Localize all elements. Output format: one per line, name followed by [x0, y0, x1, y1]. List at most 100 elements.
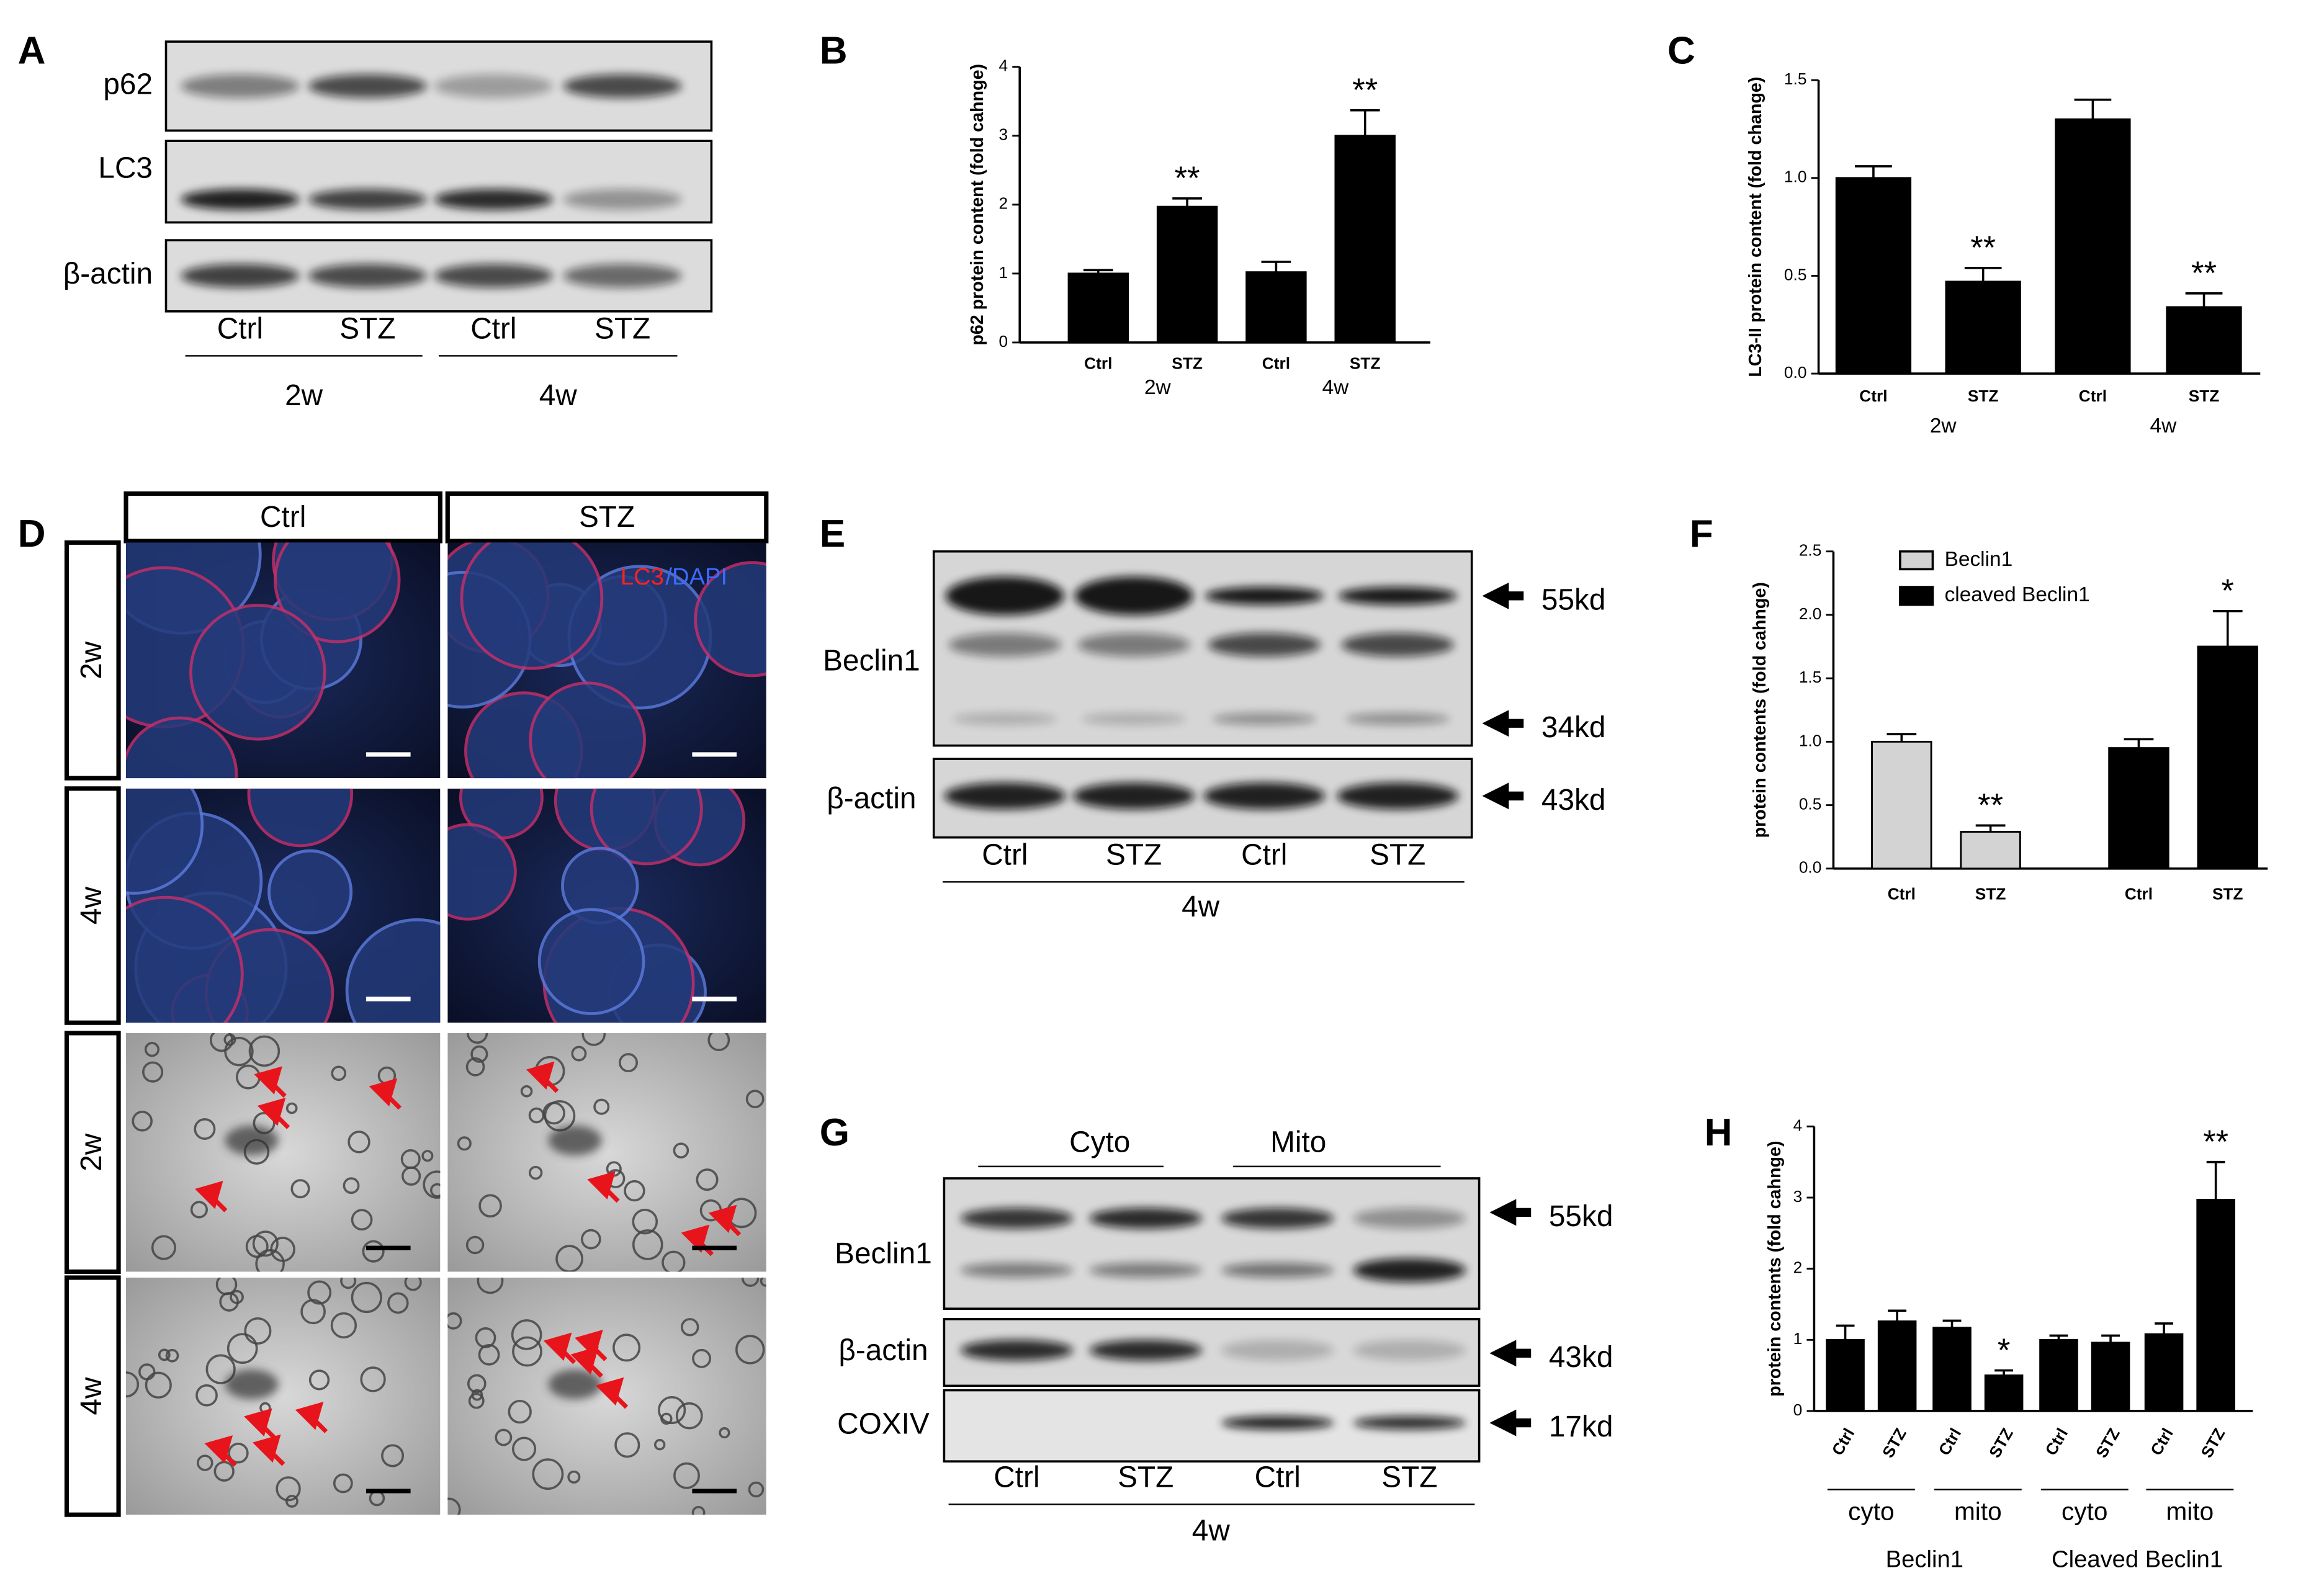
vesicle [478, 1343, 500, 1366]
vesicle [614, 1432, 640, 1458]
vesicle [194, 1118, 216, 1140]
panel-label: A [18, 30, 46, 73]
blot-band [1074, 576, 1193, 616]
error-bar [2185, 292, 2223, 307]
lane-label: Ctrl [994, 1461, 1039, 1494]
blot-band [1353, 1258, 1466, 1283]
error-bar [1350, 109, 1380, 136]
micrograph-content [126, 788, 441, 1023]
subgroup-label: cyto [2062, 1497, 2107, 1525]
row-label: 2w [75, 641, 108, 679]
vesicle [276, 1476, 301, 1502]
vesicle [735, 1335, 765, 1364]
y-tick-label: 2.0 [1799, 604, 1822, 623]
vesicle [340, 1278, 357, 1289]
vesicle [495, 1428, 513, 1446]
blot-band [945, 576, 1064, 616]
x-tick-label: STZ [1975, 885, 2006, 903]
vesicle [285, 1102, 298, 1114]
error-bar [2074, 98, 2112, 120]
y-axis-label: protein contents (fold cahnge) [1750, 582, 1770, 838]
lane-label: STZ [339, 312, 395, 345]
bar [2197, 645, 2258, 870]
x-tick-label: Ctrl [1888, 885, 1916, 903]
panel-label: D [18, 513, 46, 555]
x-tick-label: STZ [2092, 1425, 2124, 1461]
bar [1156, 205, 1218, 344]
bar [2108, 747, 2169, 870]
vesicle [223, 1033, 236, 1046]
panel-label: E [820, 513, 845, 555]
x-tick-label: Ctrl [1859, 387, 1887, 405]
y-tick-label: 0.5 [1799, 795, 1822, 813]
x-tick-label: STZ [1968, 387, 1999, 405]
y-tick-label: 0 [998, 332, 1008, 351]
marker-label: 34kd [1541, 711, 1606, 744]
y-tick-label: 1 [998, 263, 1008, 282]
vesicle [512, 1336, 542, 1367]
lane-label: STZ [1106, 838, 1162, 871]
marker-label: 17kd [1549, 1410, 1613, 1443]
bar [2039, 1338, 2078, 1412]
lane-label: Ctrl [470, 312, 516, 345]
blot-band [1337, 782, 1459, 810]
x-tick-label: Ctrl [2079, 387, 2107, 405]
tubule [126, 895, 244, 1023]
micrograph-bg [126, 1278, 441, 1515]
vesicle [624, 1180, 645, 1202]
vesicle [252, 1230, 279, 1257]
significance-label: * [1998, 1332, 2010, 1369]
error-bar [2101, 1334, 2120, 1343]
blot-band [1341, 633, 1455, 657]
vesicle [190, 1201, 208, 1219]
significance-label: * [2222, 573, 2234, 609]
tubule [126, 716, 238, 779]
blot-band [960, 1263, 1074, 1278]
red-arrow [575, 1330, 608, 1361]
vesicle [255, 1249, 285, 1272]
vesicle [653, 1439, 666, 1451]
x-tick-label: Ctrl [2147, 1425, 2177, 1458]
blot-band [960, 1340, 1074, 1361]
lane-label: Ctrl [1241, 838, 1287, 871]
x-tick-label: STZ [2197, 1425, 2229, 1461]
tubule [247, 788, 354, 848]
blot-band [308, 74, 427, 98]
micrograph-content [447, 1033, 766, 1272]
blot-band [1345, 713, 1450, 725]
marker-arrow [1482, 710, 1524, 737]
vesicle [741, 1278, 760, 1287]
red-arrow [244, 1408, 277, 1440]
vesicle [465, 1057, 485, 1077]
y-tick-label: 0.0 [1799, 858, 1822, 877]
vesicle [593, 1098, 610, 1115]
y-tick-label: 3 [998, 125, 1008, 144]
micrograph [447, 542, 766, 779]
blot-band [434, 74, 553, 98]
vesicle [466, 1033, 488, 1044]
blot-band [1089, 1263, 1202, 1278]
red-arrow [369, 1078, 402, 1110]
vesicle [512, 1436, 537, 1461]
column-header-box [445, 491, 769, 544]
vesicle [632, 1229, 663, 1260]
x-tick-label: Ctrl [1084, 354, 1112, 373]
fraction-label: Mito [1270, 1126, 1326, 1159]
blot-band [1082, 713, 1186, 725]
vesicle [567, 1470, 581, 1484]
bar [2166, 306, 2242, 375]
blot-band [181, 189, 300, 210]
group-label: 2w [285, 379, 323, 412]
row-label-box [64, 786, 121, 1025]
vesicle [224, 1036, 254, 1067]
error-bar [2049, 1334, 2068, 1340]
vesicle [228, 1443, 249, 1464]
nucleus-chromatin [548, 1126, 602, 1155]
vesicle [145, 1371, 172, 1399]
vesicle [471, 1389, 483, 1401]
vesicle [126, 1371, 140, 1398]
blot-row-label: β-actin [838, 1334, 928, 1367]
fraction-label: Cyto [1069, 1126, 1130, 1159]
tubule [189, 604, 326, 741]
vesicle [138, 1363, 156, 1381]
